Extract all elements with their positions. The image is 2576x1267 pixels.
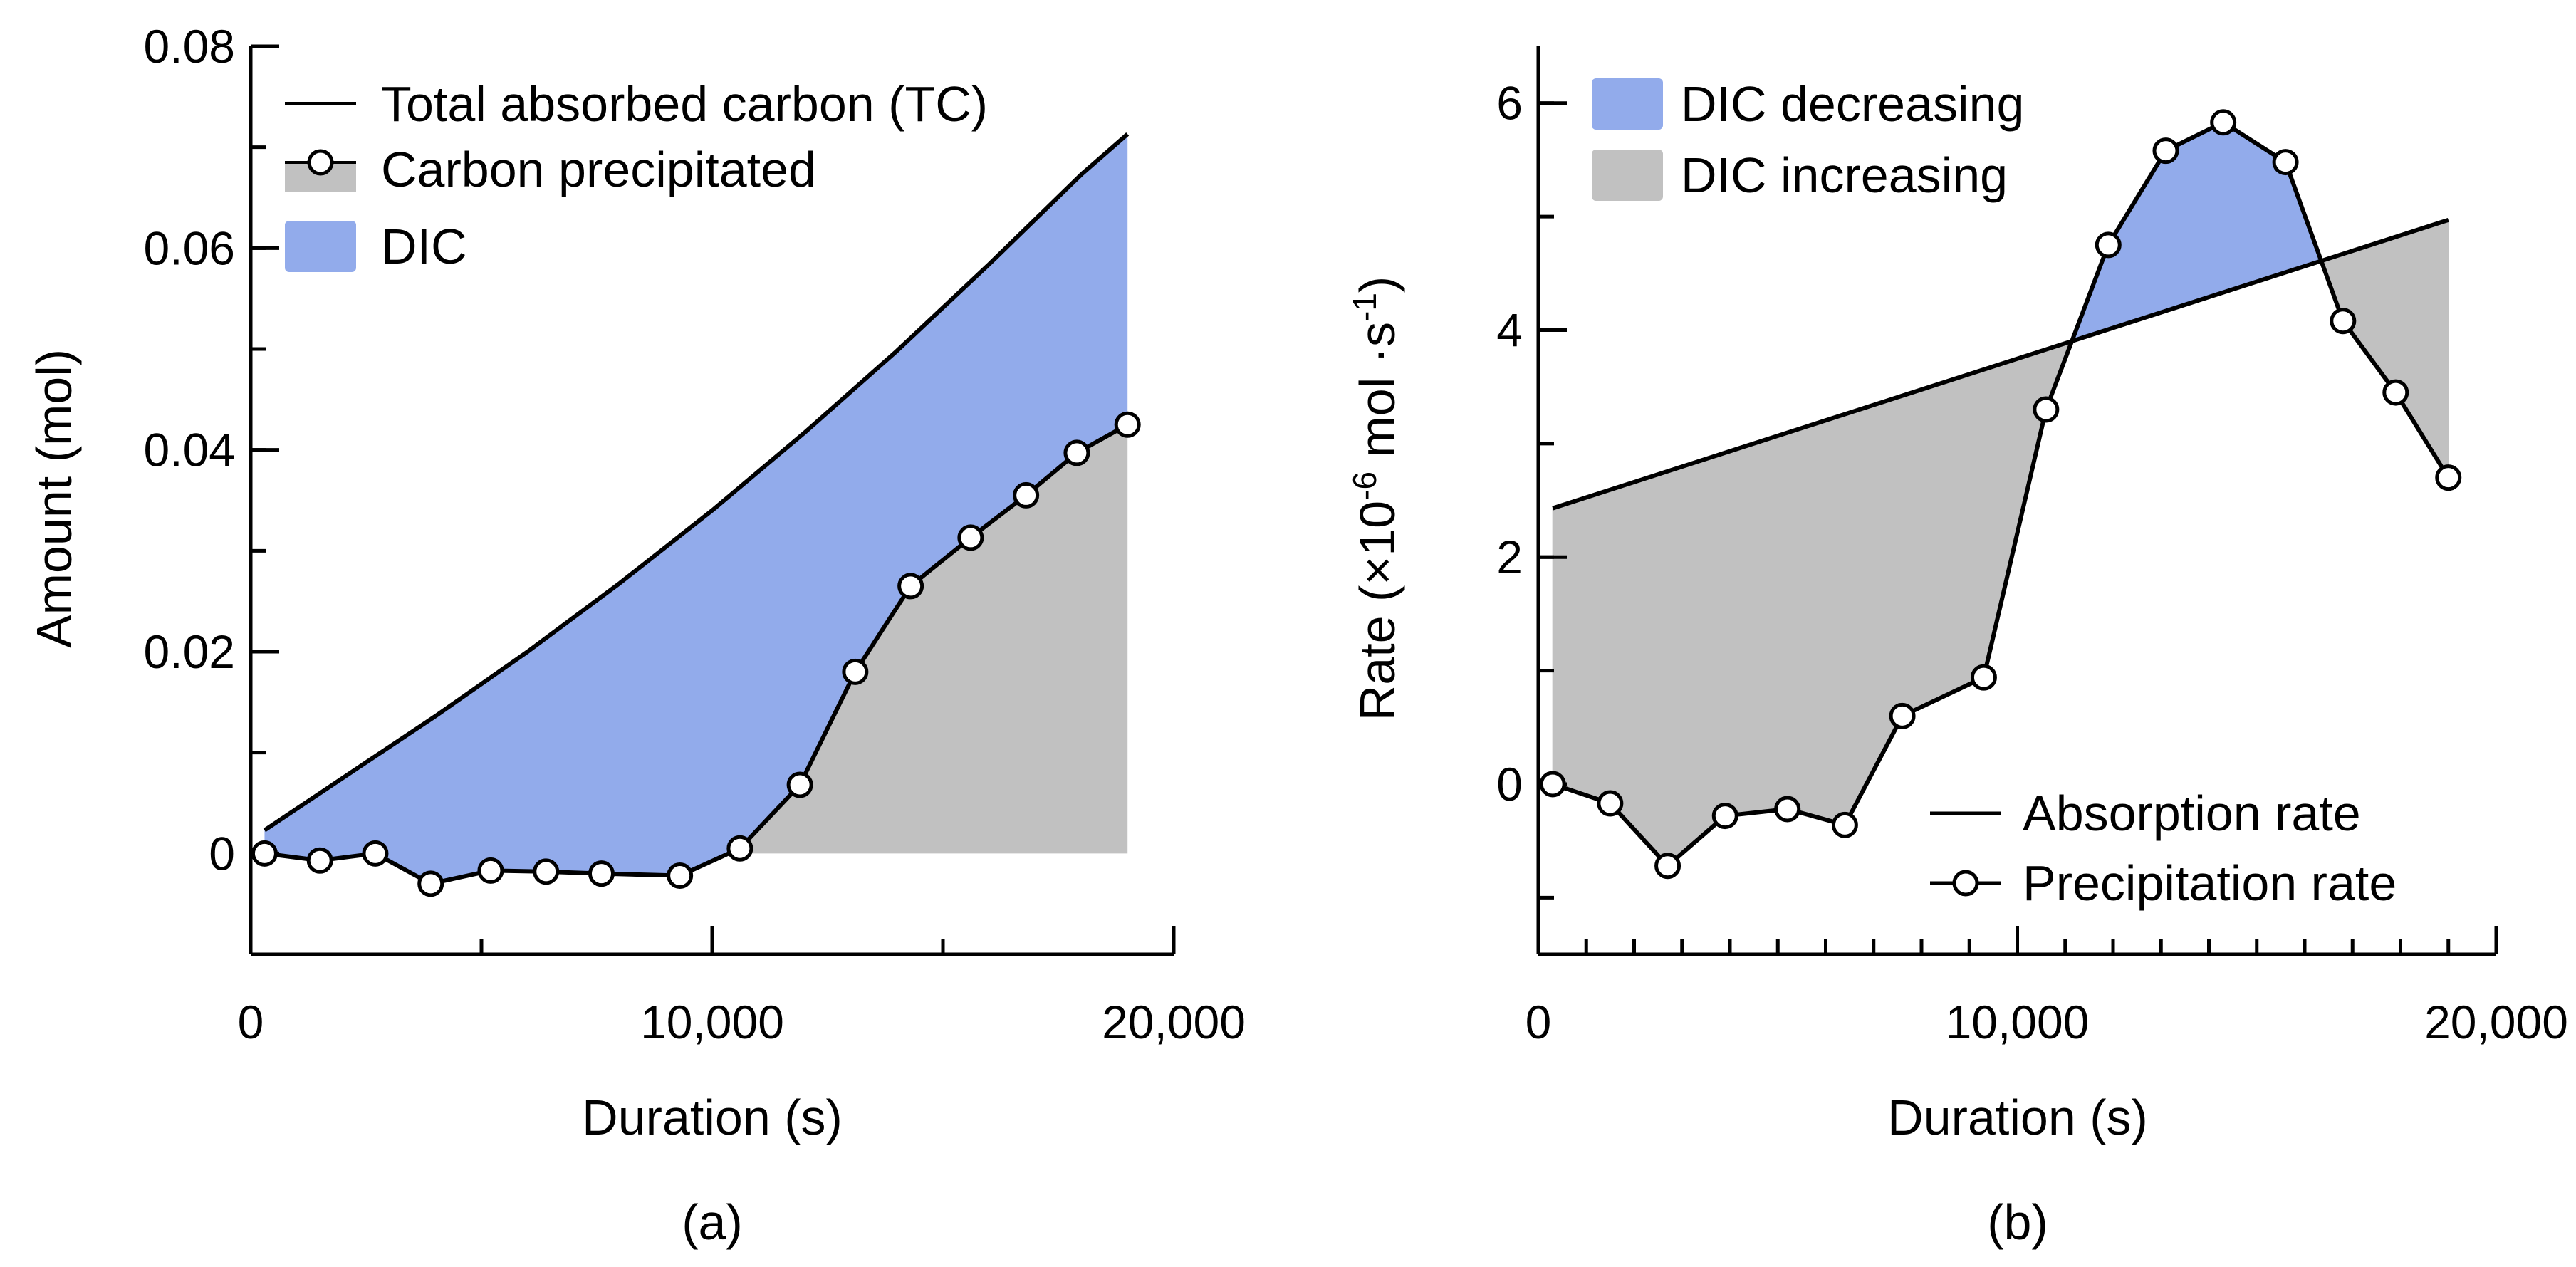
panel-a-y-tick-label: 0 bbox=[209, 827, 235, 880]
panel-a-precipitated-point bbox=[588, 860, 615, 887]
panel-b-precipitation-point bbox=[1970, 664, 1997, 691]
panel-a-axes: 0 0.02 0.04 0.06 0.08 0 10,000 20,000 bbox=[144, 20, 1246, 1048]
panel-a-precipitated-point bbox=[957, 524, 984, 551]
panel-b-x-tick-label: 0 bbox=[1526, 996, 1552, 1048]
panel-a-y-tick-label: 0.04 bbox=[144, 424, 235, 476]
panel-b-precipitation-point bbox=[2382, 379, 2409, 406]
panel-b-legend-increasing-swatch bbox=[1592, 150, 1663, 201]
panel-b-precipitation-point bbox=[2435, 464, 2462, 491]
panel-a-x-axis-title: Duration (s) bbox=[582, 1090, 843, 1145]
panel-a-x-tick-label: 20,000 bbox=[1102, 996, 1246, 1048]
panel-b-y-axis-title-sup-1: -6 bbox=[1346, 471, 1383, 501]
panel-a-legend-precip-marker bbox=[307, 149, 334, 176]
panel-b-fills bbox=[1552, 122, 2449, 867]
panel-a-precipitated-line bbox=[264, 422, 1129, 886]
panel-b-legend-precipitation-label: Precipitation rate bbox=[2023, 855, 2397, 911]
panel-a-legend-tc-label: Total absorbed carbon (TC) bbox=[381, 76, 988, 132]
panel-a-legend: Total absorbed carbon (TC) Carbon precipi… bbox=[285, 76, 988, 274]
panel-b-rate-chart: 0 2 4 6 0 10,000 20,000 DIC decreasing DIC incr… bbox=[1346, 46, 2568, 1250]
panel-b-series bbox=[1539, 109, 2462, 880]
panel-b-x-tick-label: 10,000 bbox=[1946, 996, 2090, 1048]
panel-b-y-axis-title: Rate (×10-6 mol ·s-1) bbox=[1346, 276, 1405, 721]
panel-a-label: (a) bbox=[682, 1194, 743, 1250]
panel-b-y-tick-label: 2 bbox=[1496, 531, 1523, 583]
panel-b-precipitation-point bbox=[1539, 771, 1566, 798]
panel-b-y-tick-label: 6 bbox=[1496, 77, 1523, 130]
panel-b-label: (b) bbox=[1987, 1194, 2048, 1250]
panel-b-precipitation-point bbox=[1597, 790, 1624, 817]
panel-a-precipitated-point bbox=[786, 771, 813, 798]
panel-b-y-axis-title-part-2: mol ·s bbox=[1350, 322, 1405, 471]
panel-a-precipitated-point bbox=[1013, 481, 1040, 509]
panel-b-precipitation-point bbox=[2095, 231, 2122, 259]
panel-a-legend-dic-swatch bbox=[285, 221, 356, 272]
panel-b-precipitation-point bbox=[2272, 149, 2299, 176]
panel-a-precipitated-point bbox=[667, 862, 694, 889]
panel-a-precipitated-point bbox=[1114, 411, 1141, 438]
panel-a-amount-chart: 0 0.02 0.04 0.06 0.08 0 10,000 20,000 Total abs… bbox=[26, 20, 1246, 1250]
panel-a-y-tick-label: 0.06 bbox=[144, 221, 235, 274]
panel-b-y-axis-title-sup-2: -1 bbox=[1346, 293, 1383, 322]
panel-a-legend-precip-label: Carbon precipitated bbox=[381, 142, 816, 197]
panel-a-precipitated-point bbox=[417, 870, 444, 897]
panel-b-precipitation-line bbox=[1552, 120, 2451, 868]
panel-a-fills bbox=[264, 134, 1128, 884]
panel-b-legend: DIC decreasing DIC increasing Absorption r… bbox=[1592, 76, 2397, 911]
panel-b-x-tick-label: 20,000 bbox=[2424, 996, 2568, 1048]
panel-b-y-tick-label: 4 bbox=[1496, 303, 1523, 356]
panel-b-precipitation-point bbox=[1774, 796, 1801, 823]
panel-b-precipitation-point bbox=[2152, 137, 2179, 165]
panel-a-tc-line bbox=[263, 132, 1130, 833]
panel-b-absorption-line bbox=[1552, 217, 2449, 511]
panel-b-y-axis-title-part-1: Rate (×10 bbox=[1350, 501, 1405, 721]
panel-a-dic-area bbox=[264, 134, 1128, 884]
panel-b-legend-decreasing-label: DIC decreasing bbox=[1681, 76, 2024, 132]
panel-a-precipitated-area bbox=[729, 424, 1128, 854]
panel-a-precipitated-point bbox=[1063, 439, 1090, 466]
panel-a-y-tick-label: 0.02 bbox=[144, 625, 235, 678]
panel-b-axes: 0 2 4 6 0 10,000 20,000 bbox=[1496, 46, 2568, 1048]
panel-a-precipitated-point bbox=[362, 840, 389, 867]
panel-b-precipitation-point bbox=[1889, 702, 1916, 729]
panel-b-legend-precipitation-marker bbox=[1952, 870, 1979, 897]
panel-b-precipitation-point bbox=[2033, 396, 2060, 423]
panel-b-dic-increasing-area bbox=[1552, 340, 2071, 867]
panel-b-dic-increasing-area bbox=[2321, 219, 2449, 479]
panel-a-precipitated-point bbox=[477, 857, 504, 884]
panel-a-x-tick-label: 10,000 bbox=[640, 996, 784, 1048]
panel-b-legend-decreasing-swatch bbox=[1592, 78, 1663, 130]
panel-a-y-tick-label: 0.08 bbox=[144, 20, 235, 73]
panel-a-precipitated-point bbox=[897, 573, 924, 600]
panel-b-precipitation-point bbox=[1654, 853, 1681, 880]
panel-a-precipitated-point bbox=[726, 835, 753, 862]
panel-b-precipitation-point bbox=[2330, 308, 2357, 335]
panel-b-precipitation-point bbox=[1711, 803, 1738, 830]
panel-b-x-axis-title: Duration (s) bbox=[1887, 1090, 2148, 1145]
panel-a-x-tick-label: 0 bbox=[238, 996, 264, 1048]
panel-a-precipitated-point bbox=[306, 847, 333, 874]
panel-b-precipitation-point bbox=[1831, 811, 1858, 838]
panel-b-precipitation-point bbox=[2210, 109, 2237, 136]
panel-b-y-tick-label: 0 bbox=[1496, 758, 1523, 810]
panel-b-legend-increasing-label: DIC increasing bbox=[1681, 147, 2008, 203]
panel-a-precipitated-point bbox=[533, 858, 560, 885]
panel-b-y-axis-title-part-3: ) bbox=[1350, 276, 1405, 293]
panel-a-y-axis-title: Amount (mol) bbox=[26, 349, 82, 648]
panel-a-legend-dic-label: DIC bbox=[381, 219, 467, 274]
panel-b-legend-absorption-label: Absorption rate bbox=[2023, 786, 2361, 841]
panel-a-precipitated-point bbox=[842, 658, 869, 685]
panel-a-series bbox=[251, 132, 1141, 897]
panel-a-precipitated-point bbox=[251, 840, 278, 867]
